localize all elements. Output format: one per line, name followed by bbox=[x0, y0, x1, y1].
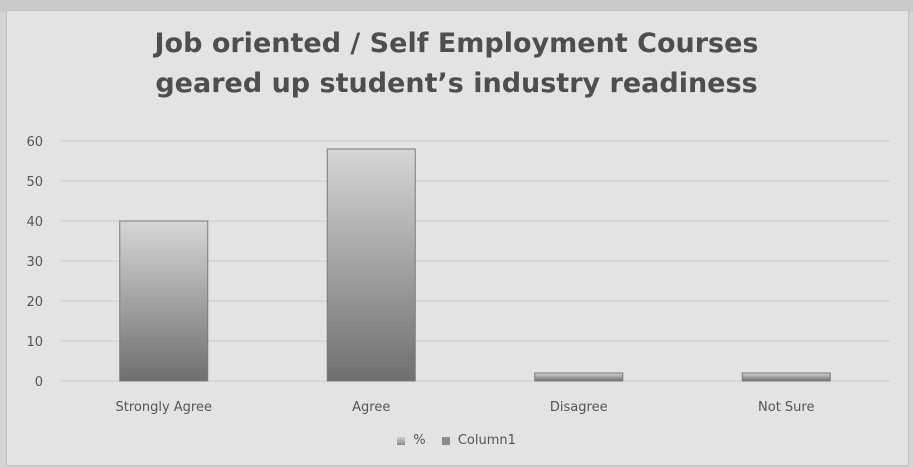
y-tick-label-40: 40 bbox=[26, 215, 43, 230]
x-tick-label-disagree: Disagree bbox=[550, 400, 608, 415]
chart-title-line-1: Job oriented / Self Employment Courses bbox=[154, 28, 759, 59]
legend-swatch-column1 bbox=[441, 436, 450, 445]
y-tick-label-0: 0 bbox=[35, 375, 43, 390]
y-tick-label-10: 10 bbox=[26, 335, 43, 350]
y-tick-label-50: 50 bbox=[26, 175, 43, 190]
y-tick-label-30: 30 bbox=[26, 255, 43, 270]
legend-item-column1: Column1 bbox=[441, 433, 516, 448]
legend-item-percent: % bbox=[397, 433, 426, 448]
bar-strongly-agree bbox=[119, 220, 209, 382]
y-tick-label-20: 20 bbox=[26, 295, 43, 310]
x-tick-label-not-sure: Not Sure bbox=[758, 400, 814, 415]
y-tick-label-60: 60 bbox=[26, 135, 43, 150]
x-tick-label-agree: Agree bbox=[352, 400, 390, 415]
legend: % Column1 bbox=[0, 433, 913, 448]
bar-agree bbox=[326, 148, 416, 382]
legend-swatch-percent bbox=[397, 436, 406, 445]
bar-not-sure bbox=[741, 372, 831, 382]
chart-title-line-2: geared up student’s industry readiness bbox=[155, 68, 758, 99]
bar-disagree bbox=[534, 372, 624, 382]
legend-label-column1: Column1 bbox=[457, 433, 516, 448]
legend-label-percent: % bbox=[413, 433, 426, 448]
chart-title: Job oriented / Self Employment Courses g… bbox=[0, 24, 913, 104]
x-tick-label-strongly-agree: Strongly Agree bbox=[116, 400, 213, 415]
page-background bbox=[0, 0, 913, 12]
